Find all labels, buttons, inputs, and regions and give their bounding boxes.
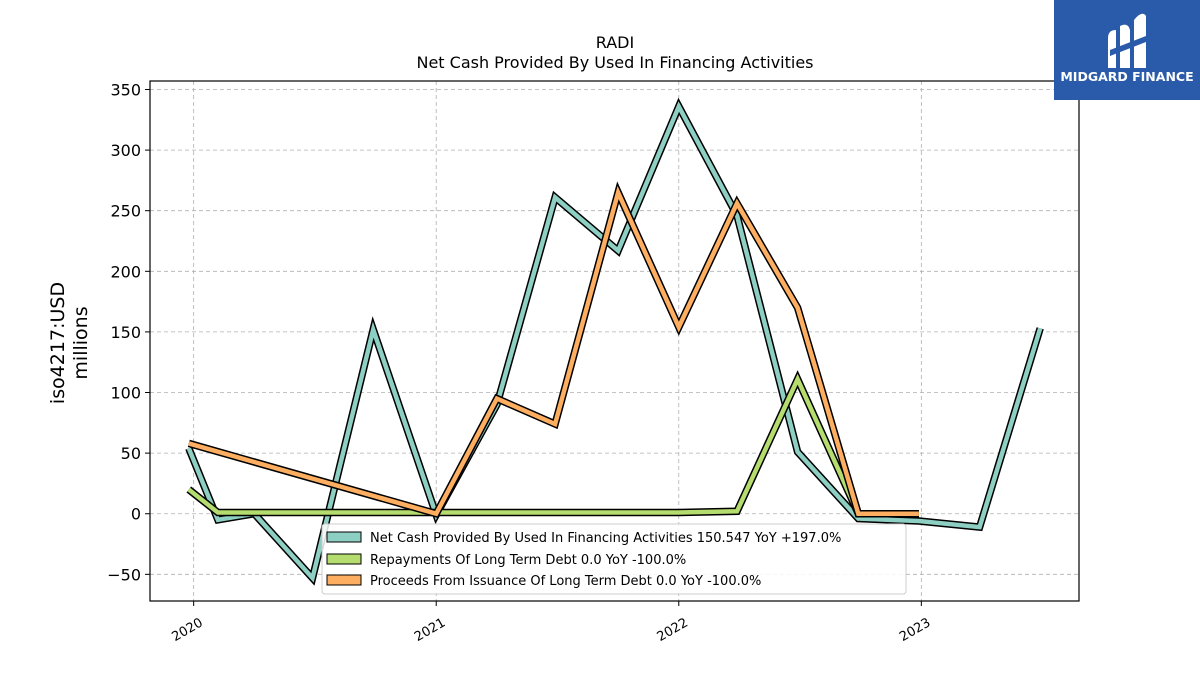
series-stroke bbox=[187, 373, 919, 516]
legend-swatch-proceeds bbox=[326, 574, 362, 586]
y-tick-label: 200 bbox=[110, 262, 141, 281]
y-tick-label: 250 bbox=[110, 202, 141, 221]
legend-swatch-net-cash bbox=[326, 531, 362, 543]
legend-label-net-cash: Net Cash Provided By Used In Financing A… bbox=[370, 531, 841, 546]
series-proceeds-line bbox=[187, 181, 919, 519]
legend: Net Cash Provided By Used In Financing A… bbox=[321, 523, 907, 595]
logo-text: MIDGARD FINANCE bbox=[1060, 69, 1193, 84]
y-axis-label-line1: iso4217:USD bbox=[47, 282, 69, 404]
y-tick-label: 150 bbox=[110, 323, 141, 342]
logo-mark-icon bbox=[1108, 13, 1146, 69]
legend-swatch-repayments bbox=[326, 553, 362, 565]
series-repayments-line bbox=[186, 370, 919, 518]
chart-subtitle: Net Cash Provided By Used In Financing A… bbox=[416, 53, 813, 72]
series-stroke bbox=[186, 101, 1043, 583]
logo: MIDGARD FINANCE bbox=[1054, 0, 1200, 100]
series-lines bbox=[185, 97, 1044, 586]
series-net-cash-line bbox=[185, 97, 1044, 586]
y-tick-label: 100 bbox=[110, 384, 141, 403]
legend-label-proceeds: Proceeds From Issuance Of Long Term Debt… bbox=[370, 574, 761, 589]
y-tick-label: 350 bbox=[110, 80, 141, 99]
y-tick-label: −50 bbox=[107, 565, 141, 584]
y-axis-ticks: −50 0 50 100 150 200 250 300 350 bbox=[107, 80, 150, 584]
legend-label-repayments: Repayments Of Long Term Debt 0.0 YoY -10… bbox=[370, 553, 686, 568]
y-tick-label: 300 bbox=[110, 141, 141, 160]
legend-box bbox=[321, 523, 907, 595]
y-axis-label-line2: millions bbox=[70, 306, 92, 379]
y-axis-label: iso4217:USD millions bbox=[47, 282, 92, 404]
series-stroke bbox=[188, 185, 919, 517]
y-tick-label: 0 bbox=[131, 505, 141, 524]
y-tick-label: 50 bbox=[121, 444, 141, 463]
plot-frame bbox=[149, 80, 1080, 602]
chart-title: RADI bbox=[596, 33, 634, 52]
